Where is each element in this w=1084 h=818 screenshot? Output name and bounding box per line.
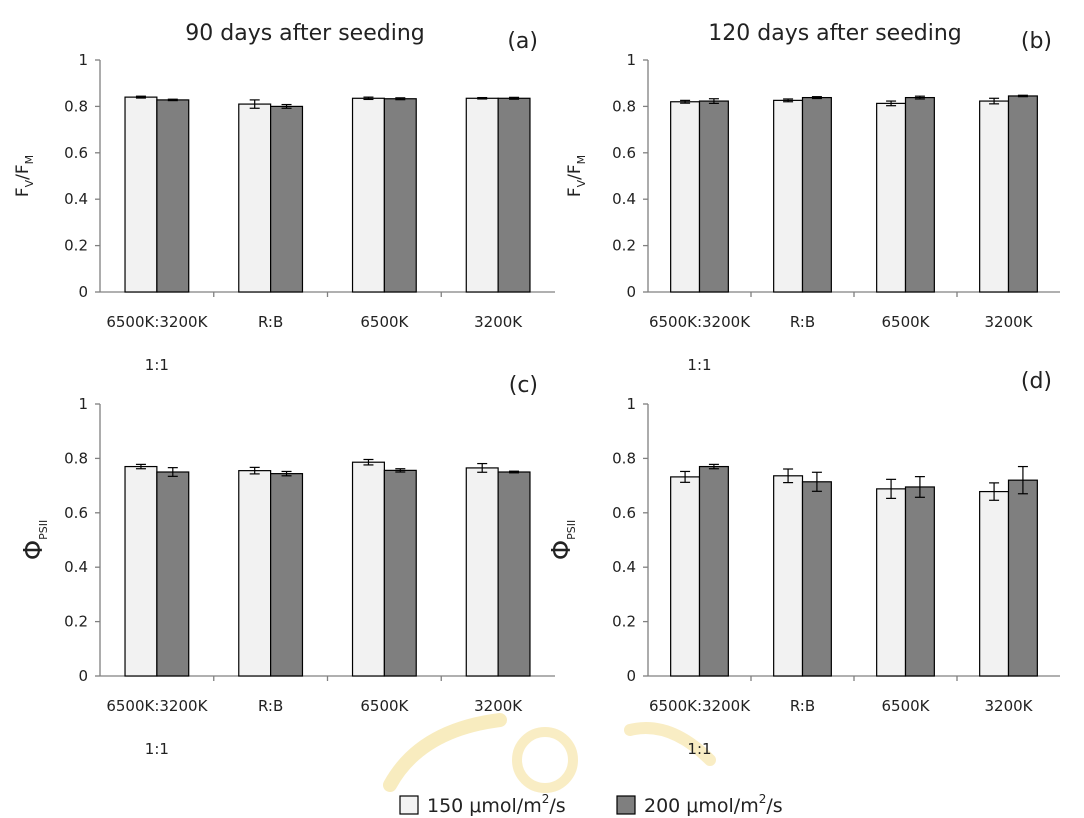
bar-a-s0-c3	[465, 97, 499, 293]
bar-c-s1-c3	[497, 471, 531, 677]
bar-b-s1-c2	[904, 96, 935, 293]
panel-d: (d) 0 0.2 0.4 0.6 0.8 1 ΦPSII 6500K:3200K 1:1 R:B 6…	[547, 369, 1060, 758]
x-tick-label: 3200K	[984, 697, 1033, 715]
bar-a-s0-c0	[124, 96, 158, 293]
legend-label-150: 150 μmol/m2/s	[427, 792, 566, 817]
panel-label: (a)	[507, 29, 538, 54]
x-tick-label: 3200K	[984, 313, 1033, 331]
bar-c-s0-c1	[238, 470, 272, 677]
panel-label: (b)	[1021, 29, 1052, 54]
x-tick-label: 3200K	[474, 697, 523, 715]
y-tick-label: 0.6	[64, 144, 88, 162]
legend-swatch-200	[616, 795, 636, 815]
bar-d-s0-c1	[773, 475, 804, 677]
x-tick-label: 6500K:3200K	[649, 313, 751, 331]
x-tick-label: 6500K:3200K	[106, 313, 208, 331]
x-tick-label: R:B	[790, 313, 815, 331]
y-tick-label: 0	[626, 667, 636, 685]
bar-c-s0-c3	[465, 467, 499, 677]
y-tick-label: 1	[626, 395, 636, 413]
x-tick-label: R:B	[258, 697, 283, 715]
panel-title: 120 days after seeding	[708, 21, 961, 46]
panel-c: (c) 0 0.2 0.4 0.6 0.8 1 ΦPSII 6500K:3200K 1:1 R:B 6…	[19, 373, 555, 758]
bar-b-s1-c3	[1007, 95, 1038, 293]
bar-d-s0-c3	[979, 490, 1010, 677]
bar-a-s1-c1	[270, 105, 304, 293]
bar-a-s1-c2	[383, 98, 417, 293]
x-tick-label: R:B	[258, 313, 283, 331]
x-tick-sublabel: 1:1	[145, 356, 169, 374]
bar-b-s1-c1	[801, 96, 832, 293]
y-tick-label: 0.2	[612, 237, 636, 255]
bar-d-s1-c2	[904, 486, 935, 677]
y-tick-label: 0.6	[64, 504, 88, 522]
x-tick-label: R:B	[790, 697, 815, 715]
y-axis-label: FV/FM	[565, 155, 588, 197]
bar-d-s0-c0	[670, 476, 701, 677]
y-tick-label: 0	[78, 667, 88, 685]
x-tick-sublabel: 1:1	[687, 356, 711, 374]
bar-b-s0-c1	[773, 99, 804, 293]
bar-c-s1-c1	[270, 473, 304, 677]
x-tick-sublabel: 1:1	[145, 740, 169, 758]
panel-b: 120 days after seeding (b) 0 0.2 0.4 0.6 0.8 1 F…	[565, 21, 1060, 374]
y-tick-label: 1	[78, 395, 88, 413]
bar-d-s1-c0	[698, 465, 729, 677]
bar-c-s0-c0	[124, 465, 158, 677]
bar-c-s1-c0	[156, 471, 190, 677]
bar-c-s1-c2	[383, 469, 417, 677]
x-tick-label: 6500K:3200K	[106, 697, 208, 715]
x-tick-label: 6500K:3200K	[649, 697, 751, 715]
y-tick-label: 0.6	[612, 504, 636, 522]
panel-label: (d)	[1021, 369, 1052, 394]
bar-b-s1-c0	[698, 100, 729, 293]
panel-a: 90 days after seeding (a) 0 0.2 0.4 0.6 0.8 1 FV…	[13, 21, 555, 374]
y-tick-label: 0.4	[64, 558, 88, 576]
y-tick-label: 0.4	[612, 190, 636, 208]
bar-a-s1-c3	[497, 97, 531, 293]
y-tick-label: 0.2	[64, 613, 88, 631]
y-tick-label: 0.4	[64, 190, 88, 208]
legend-swatch-150	[399, 795, 419, 815]
y-tick-label: 0	[626, 283, 636, 301]
bar-b-s0-c3	[979, 100, 1010, 293]
y-tick-label: 0.8	[64, 97, 88, 115]
x-tick-label: 3200K	[474, 313, 523, 331]
x-tick-label: 6500K	[360, 697, 409, 715]
y-axis-label: ΦPSII	[547, 520, 578, 561]
y-axis-label: FV/FM	[13, 155, 36, 197]
panel-title: 90 days after seeding	[185, 21, 424, 46]
panel-label: (c)	[509, 373, 538, 398]
y-tick-label: 0.6	[612, 144, 636, 162]
bar-c-s0-c2	[351, 461, 385, 677]
y-tick-label: 0.2	[64, 237, 88, 255]
bar-a-s0-c1	[238, 103, 272, 293]
y-tick-label: 0.8	[612, 97, 636, 115]
x-tick-sublabel: 1:1	[687, 740, 711, 758]
y-tick-label: 0.4	[612, 558, 636, 576]
y-tick-label: 1	[626, 51, 636, 69]
y-tick-label: 0	[78, 283, 88, 301]
bar-d-s1-c3	[1007, 479, 1038, 677]
legend: 150 μmol/m2/s 200 μmol/m2/s	[399, 792, 783, 817]
y-tick-label: 0.8	[64, 449, 88, 467]
bar-d-s1-c1	[801, 481, 832, 677]
legend-label-200: 200 μmol/m2/s	[644, 792, 783, 817]
x-tick-label: 6500K	[881, 313, 930, 331]
bar-a-s1-c0	[156, 99, 190, 293]
bar-b-s0-c0	[670, 101, 701, 293]
x-tick-label: 6500K	[360, 313, 409, 331]
x-tick-label: 6500K	[881, 697, 930, 715]
y-tick-label: 1	[78, 51, 88, 69]
y-tick-label: 0.2	[612, 613, 636, 631]
y-axis-label: ΦPSII	[19, 520, 50, 561]
bar-b-s0-c2	[876, 102, 907, 293]
y-tick-label: 0.8	[612, 449, 636, 467]
bar-d-s0-c2	[876, 488, 907, 677]
bar-a-s0-c2	[351, 97, 385, 293]
